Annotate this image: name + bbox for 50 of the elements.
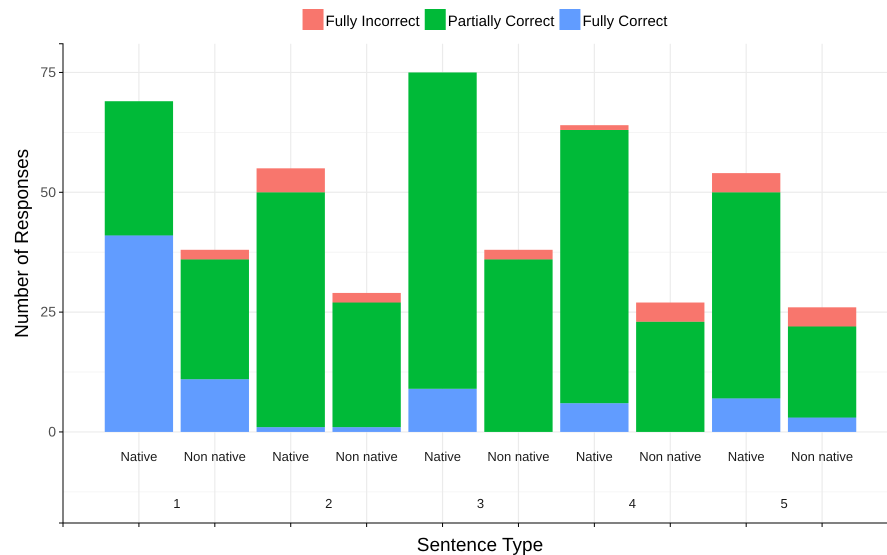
x-tick-label: Native xyxy=(424,448,461,464)
bar xyxy=(484,250,553,260)
x-tick-label: Non native xyxy=(487,448,550,464)
bar xyxy=(788,326,856,418)
legend-label: Fully Incorrect xyxy=(326,13,421,30)
x-axis-title: Sentence Type xyxy=(416,535,544,555)
bar xyxy=(788,307,856,326)
y-tick-label: 75 xyxy=(40,64,56,80)
bar xyxy=(408,388,477,432)
bar xyxy=(332,302,401,428)
x-tick-label: Native xyxy=(728,448,765,464)
x-tick-label: Non native xyxy=(336,448,398,464)
bar xyxy=(104,235,174,432)
annotation: 1 xyxy=(173,496,180,511)
x-tick-label: Native xyxy=(576,448,613,464)
annotation: 4 xyxy=(628,496,636,511)
x-tick-label: Non native xyxy=(639,448,702,464)
bar xyxy=(104,101,174,236)
bar xyxy=(180,379,249,432)
bar xyxy=(256,168,325,192)
bar xyxy=(712,173,780,192)
bar xyxy=(484,259,553,432)
x-tick-label: Non native xyxy=(791,448,854,464)
y-axis-title: Number of Responses xyxy=(12,148,33,338)
bar xyxy=(712,192,780,398)
legend-label: Partially Correct xyxy=(448,13,556,30)
bar xyxy=(332,427,401,432)
bar xyxy=(560,403,629,432)
x-tick-label: Native xyxy=(120,448,158,464)
bar xyxy=(256,427,325,432)
bar xyxy=(560,125,629,130)
annotation: 2 xyxy=(325,496,332,511)
bar xyxy=(180,259,249,380)
bar xyxy=(180,250,249,260)
x-tick-label: Non native xyxy=(184,448,246,464)
x-tick-label: Native xyxy=(272,448,310,464)
bar xyxy=(332,292,401,303)
y-tick-label: 25 xyxy=(40,304,56,320)
bar xyxy=(408,72,477,389)
bar xyxy=(256,192,325,428)
bar xyxy=(712,398,780,432)
bar xyxy=(636,322,704,432)
bar xyxy=(636,302,704,322)
bar xyxy=(788,418,856,432)
bar xyxy=(560,130,629,404)
y-tick-label: 50 xyxy=(40,184,56,200)
annotation: 5 xyxy=(780,496,788,511)
legend-label: Fully Correct xyxy=(582,13,668,30)
y-tick-label: 0 xyxy=(48,423,56,440)
annotation: 3 xyxy=(476,496,484,511)
